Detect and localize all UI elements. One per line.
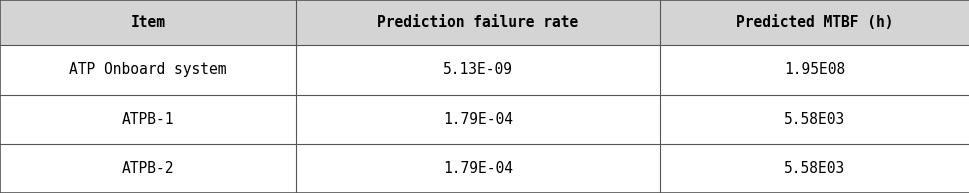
Bar — [296, 0, 659, 45]
Bar — [659, 0, 969, 45]
Text: 1.79E-04: 1.79E-04 — [442, 112, 513, 127]
Text: 5.58E03: 5.58E03 — [783, 112, 845, 127]
Bar — [296, 45, 659, 95]
Bar — [659, 45, 969, 95]
Text: 5.13E-09: 5.13E-09 — [442, 63, 513, 77]
Text: ATP Onboard system: ATP Onboard system — [69, 63, 227, 77]
Text: Prediction failure rate: Prediction failure rate — [377, 15, 578, 30]
Text: Predicted MTBF (h): Predicted MTBF (h) — [735, 15, 892, 30]
Text: ATPB-1: ATPB-1 — [121, 112, 174, 127]
Text: 1.95E08: 1.95E08 — [783, 63, 845, 77]
Text: Item: Item — [130, 15, 166, 30]
Bar — [659, 95, 969, 144]
Text: ATPB-2: ATPB-2 — [121, 161, 174, 176]
Bar — [0, 144, 296, 193]
Bar — [659, 144, 969, 193]
Text: 1.79E-04: 1.79E-04 — [442, 161, 513, 176]
Bar — [0, 95, 296, 144]
Bar — [296, 144, 659, 193]
Bar — [0, 45, 296, 95]
Bar — [0, 0, 296, 45]
Bar — [296, 95, 659, 144]
Text: 5.58E03: 5.58E03 — [783, 161, 845, 176]
